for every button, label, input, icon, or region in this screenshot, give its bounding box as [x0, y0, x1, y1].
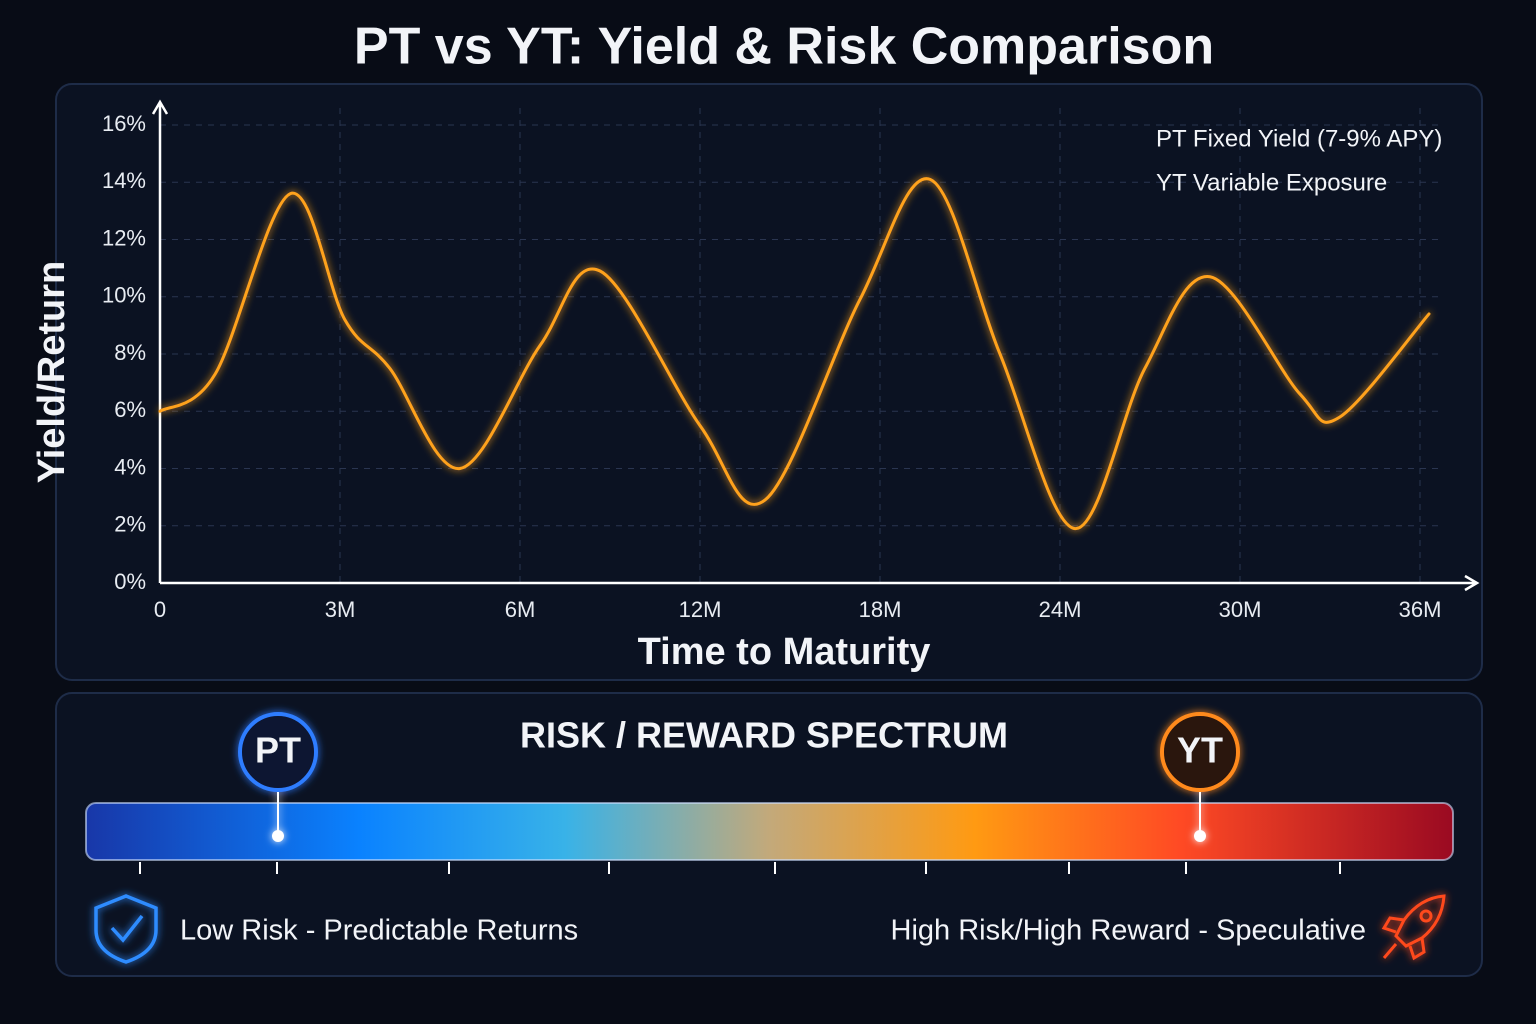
yt-marker	[1160, 712, 1240, 842]
x-tick-label: 12M	[679, 597, 722, 622]
y-tick-label: 8%	[114, 340, 146, 365]
pt-marker	[238, 712, 318, 842]
y-tick-label: 12%	[102, 225, 146, 250]
x-tick-label: 3M	[325, 597, 356, 622]
y-axis-label: Yield/Return	[31, 261, 73, 483]
high-risk-caption: High Risk/High Reward - Speculative	[891, 915, 1366, 947]
chart-panel	[55, 83, 1483, 681]
shield-icon	[94, 894, 158, 964]
x-axis	[160, 574, 1480, 592]
y-tick-label: 10%	[102, 283, 146, 308]
x-tick-label: 6M	[505, 597, 536, 622]
chart-title: PT vs YT: Yield & Risk Comparison	[354, 18, 1214, 76]
y-tick-label: 0%	[114, 569, 146, 594]
yt-marker-label: YT	[1177, 730, 1223, 771]
spectrum-title: RISK / REWARD SPECTRUM	[520, 715, 1008, 756]
x-axis-label: Time to Maturity	[638, 631, 931, 673]
x-tick-label: 18M	[859, 597, 902, 622]
x-tick-label: 30M	[1219, 597, 1262, 622]
spectrum-ticks	[139, 862, 1341, 874]
y-tick-label: 4%	[114, 454, 146, 479]
line-series	[158, 177, 1431, 531]
x-tick-label: 24M	[1039, 597, 1082, 622]
y-tick-label: 16%	[102, 111, 146, 136]
y-axis	[151, 99, 169, 583]
y-tick-label: 14%	[102, 168, 146, 193]
spectrum-bar	[85, 802, 1454, 861]
rocket-icon	[1381, 894, 1446, 961]
legend-label: YT Variable Exposure	[1156, 169, 1387, 196]
plot: 0% 2% 4% 6% 8% 10% 12% 14% 16% 0 3M 6M 12M 18M 24M 30M 3…	[102, 99, 1480, 622]
y-tick-label: 2%	[114, 512, 146, 537]
pt-marker-label: PT	[255, 730, 301, 771]
x-tick-label: 36M	[1399, 597, 1442, 622]
y-tick-label: 6%	[114, 397, 146, 422]
legend-label: PT Fixed Yield (7-9% APY)	[1156, 125, 1442, 152]
x-tick-label: 0	[154, 597, 166, 622]
low-risk-caption: Low Risk - Predictable Returns	[180, 915, 578, 947]
